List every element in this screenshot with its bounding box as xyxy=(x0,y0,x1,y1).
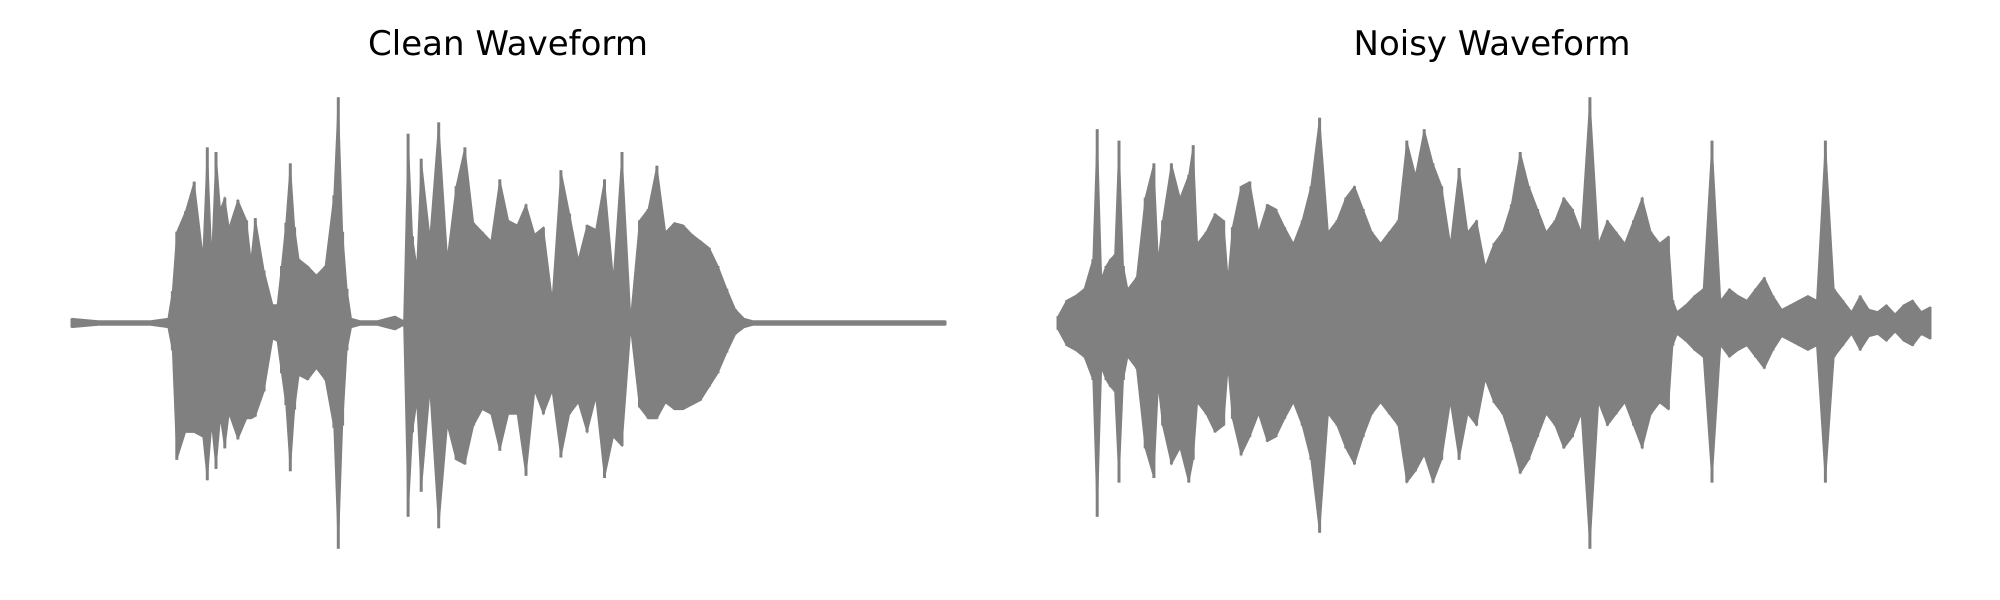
clean-waveform-panel: Clean Waveform xyxy=(368,24,648,64)
clean-waveform-series xyxy=(70,97,947,549)
noisy-waveform-panel: Noisy Waveform xyxy=(1000,0,2000,600)
noisy-waveform-title: Noisy Waveform xyxy=(1353,24,1631,64)
clean-waveform-title: Clean Waveform xyxy=(368,24,648,64)
noisy-waveform-series xyxy=(1056,97,1932,549)
